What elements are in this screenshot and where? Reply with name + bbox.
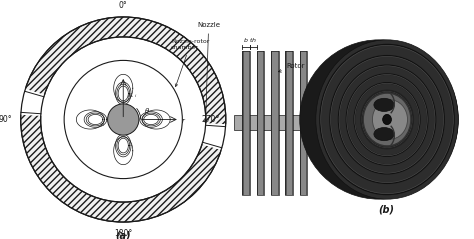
Ellipse shape xyxy=(374,128,394,141)
Bar xyxy=(301,51,306,195)
Ellipse shape xyxy=(373,100,408,139)
Bar xyxy=(306,51,307,195)
Bar xyxy=(300,51,301,195)
Bar xyxy=(271,51,279,195)
Ellipse shape xyxy=(316,40,458,199)
Text: 90°: 90° xyxy=(0,115,12,124)
Text: $z$: $z$ xyxy=(327,115,333,123)
Bar xyxy=(285,51,293,195)
Bar xyxy=(292,51,293,195)
Ellipse shape xyxy=(363,93,411,146)
Bar xyxy=(287,51,292,195)
Text: $\theta$: $\theta$ xyxy=(144,106,150,114)
Text: Rotor: Rotor xyxy=(278,63,305,72)
Text: $b$: $b$ xyxy=(244,36,249,44)
Text: Nozzle: Nozzle xyxy=(197,22,220,123)
Text: $r_i$: $r_i$ xyxy=(100,120,106,129)
Ellipse shape xyxy=(383,114,392,125)
Text: $r_{s,i}$: $r_{s,i}$ xyxy=(127,92,137,100)
Ellipse shape xyxy=(311,115,317,130)
Text: 270°: 270° xyxy=(201,115,220,124)
Text: $th$: $th$ xyxy=(249,36,257,44)
Ellipse shape xyxy=(300,40,458,199)
Bar xyxy=(249,51,250,195)
Text: 180°: 180° xyxy=(114,229,132,238)
Text: (b): (b) xyxy=(378,204,394,214)
Bar xyxy=(258,51,263,195)
Circle shape xyxy=(108,104,139,135)
Text: (a): (a) xyxy=(116,231,131,239)
Text: $r$: $r$ xyxy=(182,116,187,125)
Wedge shape xyxy=(19,89,46,115)
Bar xyxy=(300,51,307,195)
Bar xyxy=(243,51,244,195)
Bar xyxy=(272,51,278,195)
Bar xyxy=(278,51,279,195)
Bar xyxy=(263,51,264,195)
Bar xyxy=(244,51,249,195)
Bar xyxy=(243,51,250,195)
Bar xyxy=(271,51,272,195)
Bar xyxy=(257,51,264,195)
Bar xyxy=(257,51,258,195)
Text: Nozzle-rotor
chamber: Nozzle-rotor chamber xyxy=(171,39,210,87)
Text: 0°: 0° xyxy=(119,1,128,10)
Bar xyxy=(285,51,287,195)
Ellipse shape xyxy=(374,98,394,111)
Wedge shape xyxy=(201,124,228,150)
Bar xyxy=(234,115,314,130)
